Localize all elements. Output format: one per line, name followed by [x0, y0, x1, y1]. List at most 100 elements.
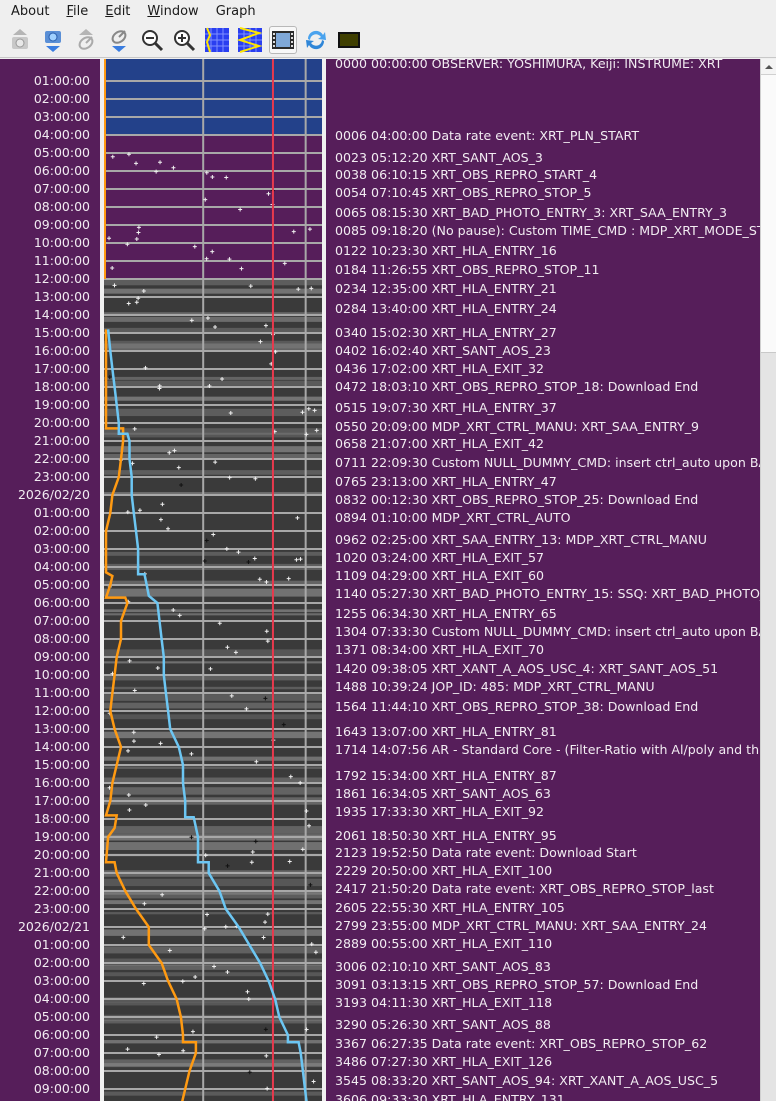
log-entry[interactable]: 0472 18:03:10 XRT_OBS_REPRO_STOP_18: Dow… [335, 379, 699, 395]
log-entry[interactable]: 1935 17:33:30 XRT_HLA_EXIT_92 [335, 804, 545, 820]
log-entry[interactable]: 3290 05:26:30 XRT_SANT_AOS_88 [335, 1017, 551, 1033]
antenna-down-button[interactable] [105, 26, 133, 54]
log-entry[interactable]: 0550 20:09:00 MDP_XRT_CTRL_MANU: XRT_SAA… [335, 418, 700, 434]
antenna-up-button[interactable] [72, 26, 100, 54]
time-tick-label: 05:00:00 [33, 1009, 90, 1024]
menu-edit[interactable]: Edit [105, 3, 131, 19]
camera-up-button[interactable] [6, 26, 34, 54]
log-entry[interactable]: 1304 07:33:30 Custom NULL_DUMMY_CMD: ins… [335, 624, 760, 640]
log-entry[interactable]: 1861 16:34:05 XRT_SANT_AOS_63 [335, 785, 551, 801]
log-entry[interactable]: 2123 19:52:50 Data rate event: Download … [335, 845, 637, 861]
log-entry[interactable]: 1255 06:34:30 XRT_HLA_ENTRY_65 [335, 605, 557, 621]
time-tick-label: 14:00:00 [33, 307, 90, 322]
scroll-up-button[interactable] [761, 59, 776, 75]
log-entry[interactable]: 1714 14:07:56 AR - Standard Core - (Filt… [335, 741, 760, 757]
log-entry[interactable]: 1371 08:34:00 XRT_HLA_EXIT_70 [335, 642, 545, 658]
event-marker [211, 532, 216, 537]
log-entry[interactable]: 3091 03:13:15 XRT_OBS_REPRO_STOP_57: Dow… [335, 977, 699, 993]
log-entry[interactable]: 3367 06:27:35 Data rate event: XRT_OBS_R… [335, 1036, 708, 1052]
log-entry[interactable]: 3545 08:33:20 XRT_SANT_AOS_94: XRT_XANT_… [335, 1073, 719, 1088]
event-marker [158, 741, 163, 746]
log-entry[interactable]: 3606 09:33:30 XRT_HLA_ENTRY_131 [335, 1091, 565, 1101]
menu-graph[interactable]: Graph [215, 3, 256, 19]
log-entry[interactable]: 0122 10:23:30 XRT_HLA_ENTRY_16 [335, 243, 557, 259]
activity-stripe [104, 580, 322, 585]
zoom-in-button[interactable] [170, 26, 198, 54]
time-tick-label: 13:00:00 [33, 289, 90, 304]
time-tick-label: 04:00:00 [33, 127, 90, 142]
event-marker [126, 301, 131, 306]
log-entry[interactable]: 3486 07:27:30 XRT_HLA_EXIT_126 [335, 1054, 553, 1070]
event-marker [131, 730, 136, 735]
event-marker [166, 526, 171, 531]
log-entry[interactable]: 1109 04:29:00 XRT_HLA_EXIT_60 [335, 568, 545, 584]
timeline-graph-panel[interactable] [100, 59, 326, 1101]
color-swatch-button[interactable] [335, 26, 363, 54]
log-entry[interactable]: 1564 11:44:10 XRT_OBS_REPRO_STOP_38: Dow… [335, 698, 699, 714]
scroll-thumb[interactable] [761, 75, 776, 353]
log-entry[interactable]: 0894 01:10:00 MDP_XRT_CTRL_AUTO [335, 509, 571, 525]
event-marker [300, 410, 305, 415]
log-entry[interactable]: 1643 13:07:00 XRT_HLA_ENTRY_81 [335, 723, 557, 739]
log-entry[interactable]: 0184 11:26:55 XRT_OBS_REPRO_STOP_11 [335, 262, 600, 278]
log-entry[interactable]: 0515 19:07:30 XRT_HLA_ENTRY_37 [335, 399, 557, 415]
log-entry[interactable]: 3006 02:10:10 XRT_SANT_AOS_83 [335, 959, 551, 975]
timeline-graph[interactable] [104, 59, 322, 1101]
log-entry[interactable]: 2229 20:50:00 XRT_HLA_EXIT_100 [335, 863, 553, 879]
zoom-out-icon [141, 29, 163, 51]
menu-file[interactable]: File [66, 3, 89, 19]
activity-stripe [104, 396, 322, 401]
log-entry[interactable]: 0658 21:07:00 XRT_HLA_EXIT_42 [335, 436, 545, 452]
log-entry[interactable]: 2417 21:50:20 Data rate event: XRT_OBS_R… [335, 881, 714, 897]
log-entry[interactable]: 0038 06:10:15 XRT_OBS_REPRO_START_4 [335, 167, 598, 183]
log-entry[interactable]: 2799 23:55:00 MDP_XRT_CTRL_MANU: XRT_SAA… [335, 918, 708, 934]
log-entry[interactable]: 0832 00:12:30 XRT_OBS_REPRO_STOP_25: Dow… [335, 491, 699, 507]
event-marker [264, 629, 269, 634]
menu-window[interactable]: Window [147, 3, 199, 19]
log-entry[interactable]: 0234 12:35:00 XRT_HLA_ENTRY_21 [335, 281, 557, 296]
log-entry[interactable]: 0765 23:13:00 XRT_HLA_ENTRY_47 [335, 473, 557, 489]
log-entry[interactable]: 1488 10:39:24 JOP_ID: 485: MDP_XRT_CTRL_… [335, 678, 655, 694]
event-marker [157, 386, 162, 391]
log-entry[interactable]: 0000 00:00:00 OBSERVER: YOSHIMURA, Keiji… [335, 59, 723, 71]
log-entry[interactable]: 0065 08:15:30 XRT_BAD_PHOTO_ENTRY_3: XRT… [335, 204, 728, 220]
toolbar [0, 22, 776, 58]
log-entry[interactable]: 2889 00:55:00 XRT_HLA_EXIT_110 [335, 936, 553, 952]
log-entry[interactable]: 0711 22:09:30 Custom NULL_DUMMY_CMD: ins… [335, 454, 760, 470]
activity-stripe [104, 889, 322, 895]
log-entry[interactable]: 2061 18:50:30 XRT_HLA_ENTRY_95 [335, 827, 557, 843]
event-marker [132, 688, 137, 693]
graph-line-button[interactable] [203, 26, 231, 54]
log-entry[interactable]: 0284 13:40:00 XRT_HLA_ENTRY_24 [335, 301, 557, 317]
zoom-in-icon [174, 29, 196, 51]
log-entry[interactable]: 2605 22:55:30 XRT_HLA_ENTRY_105 [335, 900, 565, 916]
zoom-out-button[interactable] [138, 26, 166, 54]
log-entry[interactable]: 1140 05:27:30 XRT_BAD_PHOTO_ENTRY_15: SS… [335, 586, 760, 602]
menu-about[interactable]: About [11, 3, 50, 19]
log-entry[interactable]: 0023 05:12:20 XRT_SANT_AOS_3 [335, 149, 543, 165]
log-entry[interactable]: 1792 15:34:00 XRT_HLA_ENTRY_87 [335, 767, 557, 783]
camera-down-button[interactable] [39, 26, 67, 54]
log-entry[interactable]: 1420 09:38:05 XRT_XANT_A_AOS_USC_4: XRT_… [335, 660, 719, 676]
log-entry[interactable]: 0436 17:02:00 XRT_HLA_EXIT_32 [335, 361, 545, 377]
time-tick-label: 09:00:00 [33, 217, 90, 232]
log-entry[interactable]: 0402 16:02:40 XRT_SANT_AOS_23 [335, 343, 551, 359]
event-marker [263, 1027, 268, 1032]
log-entry[interactable]: 3193 04:11:30 XRT_HLA_EXIT_118 [335, 995, 553, 1011]
log-scrollbar[interactable] [760, 59, 776, 1101]
event-marker [247, 1070, 252, 1075]
event-log-pane[interactable]: 0000 00:00:00 OBSERVER: YOSHIMURA, Keiji… [326, 59, 760, 1101]
log-entry[interactable]: 0085 09:18:20 (No pause): Custom TIME_CM… [335, 223, 760, 239]
log-entry[interactable]: 0340 15:02:30 XRT_HLA_ENTRY_27 [335, 325, 557, 341]
event-marker [253, 476, 258, 481]
log-entry[interactable]: 0006 04:00:00 Data rate event: XRT_PLN_S… [335, 128, 640, 143]
event-marker [281, 722, 286, 727]
graph-zigzag-button[interactable] [236, 26, 264, 54]
film-button[interactable] [269, 25, 298, 54]
menu-bar: About File Edit Window Graph [0, 0, 776, 22]
event-marker [263, 323, 268, 328]
refresh-button[interactable] [302, 26, 330, 54]
log-entry[interactable]: 0962 02:25:00 XRT_SAA_ENTRY_13: MDP_XRT_… [335, 531, 708, 547]
log-entry[interactable]: 1020 03:24:00 XRT_HLA_EXIT_57 [335, 549, 545, 565]
log-entry[interactable]: 0054 07:10:45 XRT_OBS_REPRO_STOP_5 [335, 185, 592, 201]
